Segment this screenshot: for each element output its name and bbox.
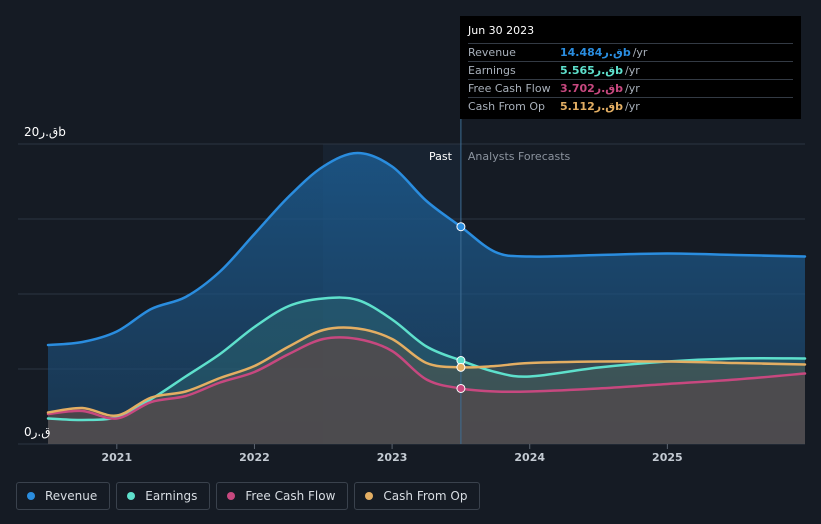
x-tick-label: 2025 xyxy=(652,451,683,464)
tooltip-markers xyxy=(456,222,466,393)
tooltip-row-value: 5.565ق.رb xyxy=(560,64,624,77)
series-lines xyxy=(46,151,807,422)
tooltip-row-unit: /yr xyxy=(625,100,640,113)
legend-dot-icon xyxy=(365,492,374,500)
earnings-line xyxy=(46,296,807,422)
free-cash-flow-marker xyxy=(456,383,466,393)
tooltip-row-earnings: Earnings 5.565ق.رb /yr xyxy=(468,61,793,79)
tooltip-row-label: Free Cash Flow xyxy=(468,82,551,95)
legend: Revenue Earnings Free Cash Flow Cash Fro… xyxy=(16,482,481,510)
x-tick-label: 2023 xyxy=(377,451,408,464)
forecast-label: Analysts Forecasts xyxy=(468,150,571,163)
legend-dot-icon xyxy=(127,492,136,500)
tooltip-row-value: 5.112ق.رb xyxy=(560,100,624,113)
past-label: Past xyxy=(429,150,453,163)
free-cash-flow-area xyxy=(48,337,805,444)
legend-item-earnings[interactable]: Earnings xyxy=(116,482,211,510)
tooltip-row-value: 3.702ق.رb xyxy=(560,82,624,95)
legend-label: Free Cash Flow xyxy=(245,489,336,503)
tooltip-date: Jun 30 2023 xyxy=(468,24,535,37)
tooltip: Jun 30 2023 Revenue 14.484ق.رb /yr Earni… xyxy=(460,16,801,119)
y-axis-min-label: 0ق.ر xyxy=(24,425,51,439)
tooltip-row-cash-from-op: Cash From Op 5.112ق.رb /yr xyxy=(468,97,793,115)
x-tick-label: 2021 xyxy=(102,451,133,464)
legend-label: Cash From Op xyxy=(383,489,468,503)
tooltip-row-unit: /yr xyxy=(632,46,648,59)
x-axis-ticks: 2021 2022 2023 2024 2025 xyxy=(102,444,683,464)
tooltip-row-label: Revenue xyxy=(468,46,516,59)
cash-from-op-marker xyxy=(456,362,466,372)
tooltip-row-value: 14.484ق.رb xyxy=(560,46,631,59)
y-axis-max-label: 20ق.رb xyxy=(24,125,66,139)
free-cash-flow-line xyxy=(46,336,807,420)
legend-dot-icon xyxy=(227,492,236,500)
tooltip-row-free-cash-flow: Free Cash Flow 3.702ق.رb /yr xyxy=(468,79,793,97)
cash-from-op-line xyxy=(46,326,807,417)
x-tick-label: 2024 xyxy=(514,451,545,464)
legend-item-free-cash-flow[interactable]: Free Cash Flow xyxy=(216,482,349,510)
tooltip-row-label: Earnings xyxy=(468,64,516,77)
tooltip-row-unit: /yr xyxy=(625,64,640,77)
cash-from-op-area xyxy=(48,327,805,444)
legend-dot-icon xyxy=(27,492,35,500)
x-tick-label: 2022 xyxy=(239,451,270,464)
tooltip-row-unit: /yr xyxy=(625,82,640,95)
revenue-marker xyxy=(456,222,466,232)
legend-label: Revenue xyxy=(45,489,98,503)
tooltip-row-revenue: Revenue 14.484ق.رb /yr xyxy=(468,43,793,61)
tooltip-row-label: Cash From Op xyxy=(468,100,546,113)
legend-label: Earnings xyxy=(145,489,198,503)
revenue-line xyxy=(46,151,807,347)
legend-item-revenue[interactable]: Revenue xyxy=(16,482,111,510)
legend-item-cash-from-op[interactable]: Cash From Op xyxy=(354,482,481,510)
